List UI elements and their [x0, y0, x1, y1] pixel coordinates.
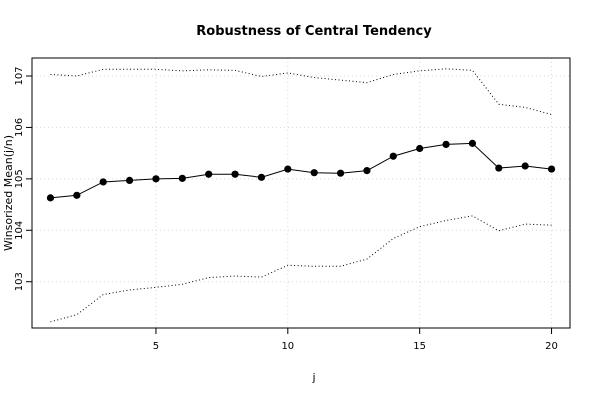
data-point	[363, 167, 371, 175]
data-point	[495, 164, 503, 172]
x-axis-label: j	[311, 371, 315, 384]
data-point	[178, 174, 186, 182]
data-point	[442, 140, 450, 148]
y-tick-label: 104	[14, 221, 25, 240]
confidence-bands	[50, 68, 552, 323]
upper-band-line	[50, 68, 552, 116]
data-point	[46, 194, 55, 202]
mean-line	[50, 142, 552, 199]
data-point	[231, 170, 239, 178]
data-point	[521, 162, 529, 170]
x-axis: 5 10 15 20	[153, 328, 558, 352]
chart-title: Robustness of Central Tendency	[196, 24, 432, 39]
y-tick-label: 105	[14, 169, 25, 188]
y-tick-label: 107	[14, 66, 25, 85]
data-point	[99, 178, 107, 186]
y-axis-label: Winsorized Mean(j/n)	[2, 135, 15, 251]
y-tick-label: 106	[14, 118, 25, 137]
grid	[32, 58, 570, 328]
data-point	[547, 165, 556, 173]
data-point	[389, 152, 397, 160]
data-point	[73, 191, 81, 199]
x-tick-label: 10	[281, 341, 294, 352]
y-tick-label: 103	[14, 272, 25, 291]
winsorized-mean-series	[46, 139, 556, 202]
x-tick-label: 20	[545, 341, 558, 352]
y-axis: 103 104 105 106 107	[14, 66, 32, 291]
data-point	[310, 169, 318, 177]
data-point	[125, 176, 134, 184]
x-tick-label: 5	[153, 341, 159, 352]
data-point	[205, 170, 213, 178]
data-point	[468, 139, 477, 147]
data-point	[416, 144, 424, 153]
plot-frame	[31, 57, 571, 329]
data-point	[336, 169, 345, 177]
data-point	[152, 175, 160, 183]
lower-band-line	[50, 215, 552, 323]
data-point	[284, 165, 292, 173]
data-point	[257, 173, 266, 181]
x-tick-label: 15	[413, 341, 426, 352]
